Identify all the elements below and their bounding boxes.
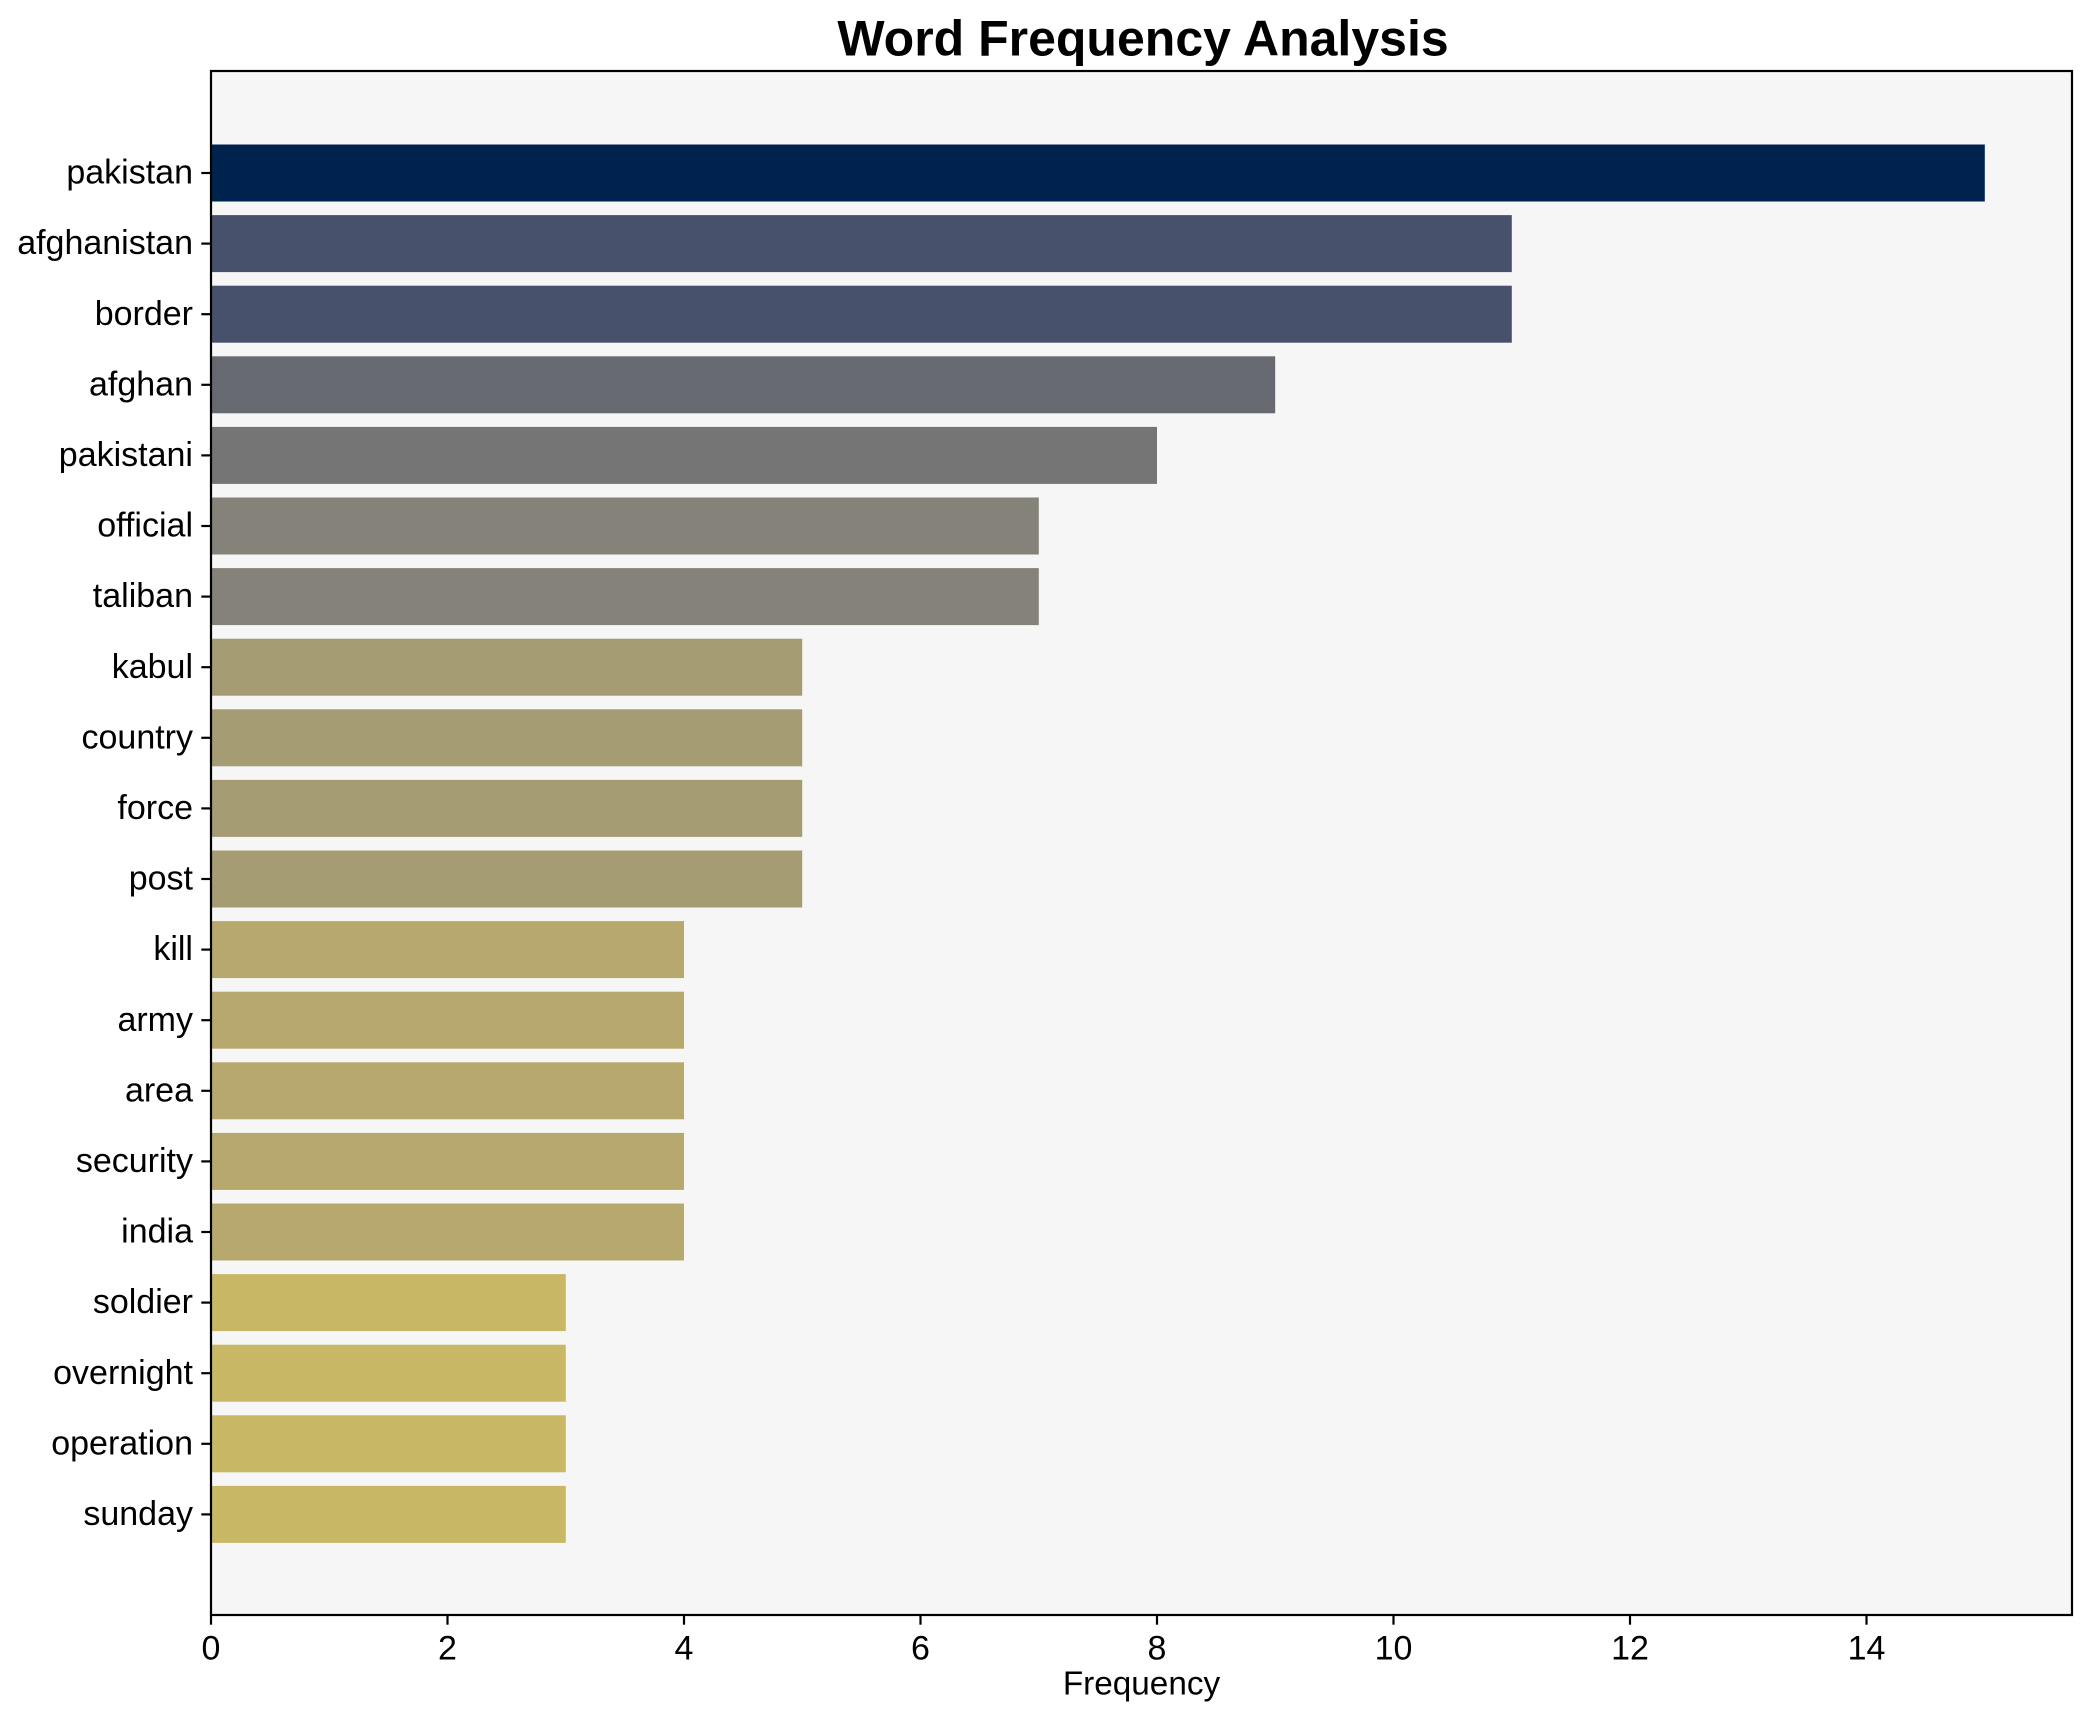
svg-text:official: official (97, 507, 193, 545)
svg-text:6: 6 (911, 1629, 930, 1667)
svg-text:area: area (125, 1071, 193, 1109)
svg-text:border: border (95, 295, 193, 333)
svg-text:4: 4 (675, 1629, 694, 1667)
svg-text:sunday: sunday (83, 1495, 193, 1533)
svg-text:14: 14 (1848, 1629, 1886, 1667)
svg-text:pakistani: pakistani (59, 436, 193, 474)
svg-text:kabul: kabul (112, 648, 193, 686)
svg-text:india: india (121, 1213, 193, 1251)
svg-text:Frequency: Frequency (1063, 1666, 1221, 1703)
svg-text:soldier: soldier (93, 1283, 193, 1321)
svg-text:10: 10 (1375, 1629, 1413, 1667)
svg-text:afghanistan: afghanistan (17, 224, 193, 262)
svg-text:kill: kill (153, 930, 193, 968)
svg-text:12: 12 (1611, 1629, 1649, 1667)
svg-text:afghan: afghan (89, 365, 193, 403)
svg-text:taliban: taliban (93, 577, 193, 615)
svg-text:8: 8 (1148, 1629, 1167, 1667)
svg-text:army: army (117, 1001, 193, 1039)
svg-text:2: 2 (438, 1629, 457, 1667)
svg-text:post: post (129, 860, 194, 898)
svg-text:pakistan: pakistan (66, 154, 193, 192)
svg-text:Word Frequency Analysis: Word Frequency Analysis (837, 11, 1448, 67)
svg-text:country: country (82, 718, 194, 756)
svg-text:0: 0 (202, 1629, 221, 1667)
svg-text:force: force (117, 789, 193, 827)
svg-text:operation: operation (51, 1424, 193, 1462)
svg-text:security: security (76, 1142, 193, 1180)
svg-text:overnight: overnight (53, 1354, 193, 1392)
